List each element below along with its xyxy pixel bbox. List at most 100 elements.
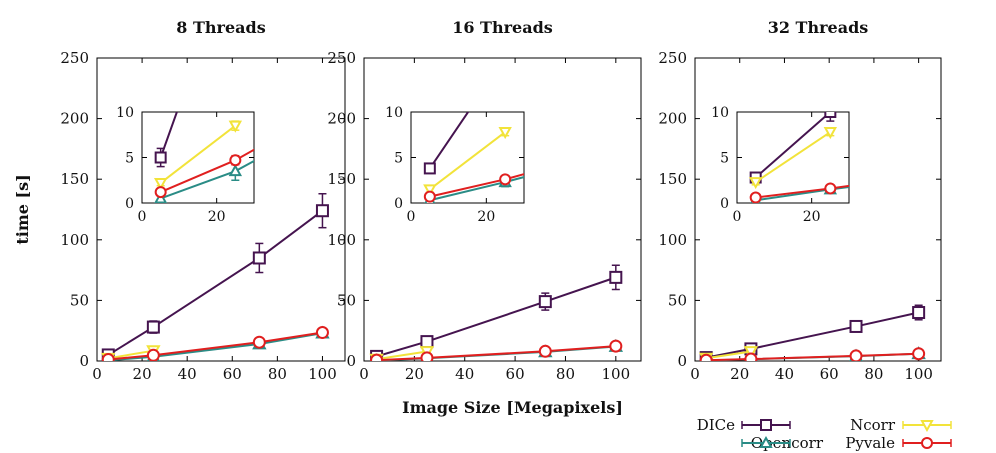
panel-2-inset-ytick-label: 5 [394, 151, 403, 167]
panel-2-xtick-label: 100 [601, 365, 630, 383]
panel-2-pyvale-line [376, 345, 616, 361]
panel-1-pyvale-point [101, 353, 115, 361]
panel-3-title: 32 Threads [768, 18, 869, 37]
panel-1-inset-opencorr-line [160, 159, 254, 200]
panel-3-inset-ncorr-line [755, 131, 831, 183]
panel-2-inset-ytick-label: 10 [385, 105, 403, 121]
panel-1-xtick-label: 80 [268, 365, 287, 383]
panel-3-ytick-label: 50 [668, 291, 687, 309]
panel-3-xtick-label: 100 [904, 365, 933, 383]
panel-1-pyvale-line [108, 331, 323, 361]
panel-3-inset-opencorr-line [755, 185, 849, 202]
panel-3-dice-point [849, 319, 863, 333]
panel-2-dice-point [538, 295, 552, 309]
panel-1-inset-pyvale-point [154, 186, 167, 199]
panel-2-inset-dice-line [429, 112, 470, 169]
panel-1-inset-xtick-label: 20 [208, 209, 226, 225]
panel-2-dice-point [420, 335, 434, 349]
panel-2-xtick-label: 60 [506, 365, 525, 383]
legend-ncorr-marker [920, 420, 934, 433]
legend-ncorr-label: Ncorr [850, 416, 896, 434]
panel-1-xtick-label: 100 [308, 365, 337, 383]
panel-1-pyvale-point [146, 348, 160, 361]
panel-1-dice-line [107, 209, 324, 356]
legend-pyvale-label: Pyvale [845, 434, 895, 452]
panel-3-xtick-label: 20 [730, 365, 749, 383]
panel-3-dice-line [705, 311, 919, 359]
panel-3-xtick-label: 60 [820, 365, 839, 383]
panel-3-inset-dice-line [755, 112, 832, 179]
panel-2-xtick-label: 20 [405, 365, 424, 383]
panel-2-dice-point [609, 270, 623, 284]
panel-2-xtick-label: 40 [455, 365, 474, 383]
panel-1-ytick-label: 50 [70, 291, 89, 309]
panel-2-inset-opencorr-point [677, 130, 687, 139]
panel-3-inset-dice-point [824, 112, 837, 118]
panel-3-pyvale-point [912, 347, 926, 361]
panel-1-inset-pyvale-line [160, 148, 254, 193]
panel-2-inset-pyvale-line [429, 173, 524, 198]
panel-2-xlabel: Image Size [Megapixels] [402, 398, 623, 417]
panel-3-ytick-label: 150 [658, 170, 687, 188]
panel-2-inset-xtick-label: 0 [407, 209, 416, 225]
panel-2-inset-ncorr-point [423, 184, 437, 197]
panel-3-frame [694, 57, 942, 362]
panel-1-inset-ncorr-line [160, 124, 236, 184]
panel-2-inset-pyvale-point [499, 173, 512, 186]
panel-3-inset: 0 20 0 5 10 [711, 105, 850, 225]
panel-2-xtick-label: 0 [359, 365, 369, 383]
panel-2-inset-opencorr-line [429, 176, 524, 202]
panel-3-ytick-label: 0 [677, 352, 687, 370]
panel-2-ytick-label: 50 [337, 291, 356, 309]
panel-3-pyvale-point [744, 352, 758, 361]
panel-1-inset-ncorr-point [153, 177, 168, 191]
panel-1-ytick-label: 100 [60, 231, 89, 249]
panel-2-ncorr-line [376, 350, 428, 361]
legend-pyvale-marker [921, 437, 933, 449]
panel-1-series-group [101, 192, 330, 361]
panel-1-inset-ytick-label: 0 [125, 196, 134, 212]
panel-1-inset-series-group [153, 112, 254, 203]
panel-2-ytick-label: 150 [327, 170, 356, 188]
panel-1-ytick-label: 200 [60, 110, 89, 128]
panel-2-pyvale-point [538, 344, 552, 358]
panel-3-inset-ncorr-point [748, 177, 763, 190]
panel-3-ytick-label: 200 [658, 110, 687, 128]
panel-3-inset-pyvale-point [749, 191, 762, 203]
panel-2-ytick-label: 0 [346, 352, 356, 370]
panel-1-frame [96, 57, 346, 362]
panel-1-xtick-label: 60 [223, 365, 242, 383]
panel-2-pyvale-point [420, 351, 434, 361]
panel-1-inset-ytick-label: 10 [116, 105, 134, 121]
panel-2-inset: 0 200 5 10 [385, 105, 687, 225]
panel-3-ncorr-line [706, 350, 752, 360]
panel-3-ytick-label: 250 [658, 49, 687, 67]
panel-2-ytick-label: 250 [327, 49, 356, 67]
panel-2-inset-ncorr-point [498, 127, 512, 140]
panel-3-inset-series-group [748, 112, 849, 203]
panel-1-opencorr-line [108, 332, 323, 361]
panel-1-dice-point [146, 320, 160, 334]
panel-1-inset-ytick-label: 5 [125, 151, 134, 167]
panel-3-ncorr-point [743, 346, 759, 360]
panel-2-ytick-label: 200 [327, 110, 356, 128]
panel-1-inset-ncorr-point [228, 120, 243, 133]
panel-1-dice-point [252, 251, 266, 265]
panel-3-inset-ytick-label: 10 [711, 105, 729, 121]
panel-1-inset-pyvale-point [229, 154, 242, 167]
panel-2-inset-ytick-label: 0 [394, 196, 403, 212]
panel-1-dice-point [315, 204, 329, 218]
panel-3-ytick-label: 100 [658, 231, 687, 249]
panel-1-inset-dice-point [154, 151, 167, 164]
panel-1-ytick-label: 150 [60, 170, 89, 188]
panel-2-inset-ncorr-line [429, 131, 506, 191]
panel-3-inset-xtick-label: 0 [733, 209, 742, 225]
panel-3-inset-pyvale-line [755, 184, 849, 199]
panel-3-inset-pyvale-point [824, 182, 837, 195]
panel-3-inset-ytick-label: 5 [720, 151, 729, 167]
panel-1-ytick-label: 250 [60, 49, 89, 67]
panel-1-pyvale-point [252, 335, 266, 349]
panel-1-ylabel: time [s] [13, 174, 32, 244]
